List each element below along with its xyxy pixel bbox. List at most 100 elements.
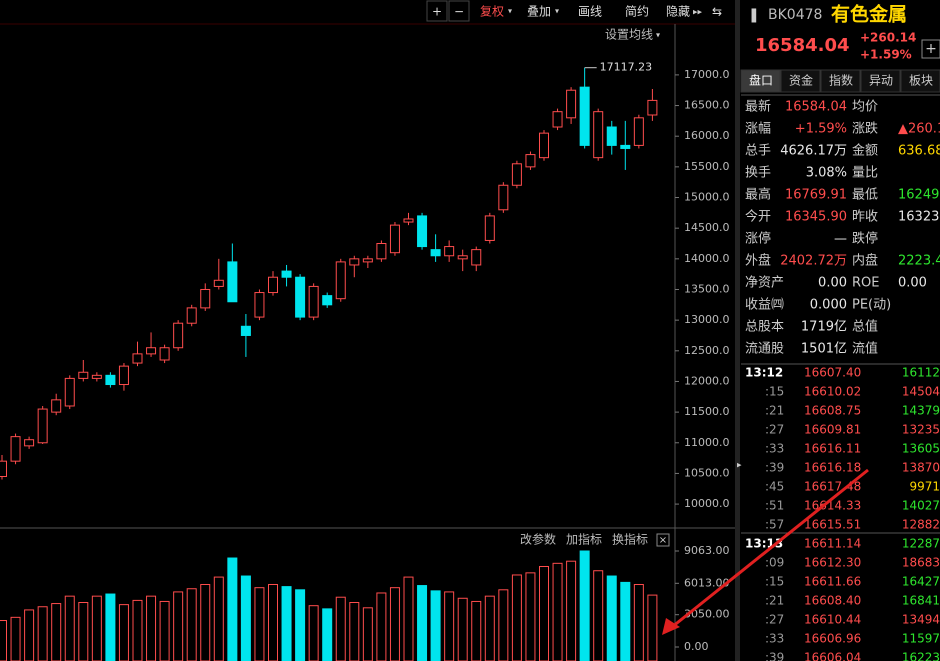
tick-time: :39 — [765, 461, 784, 475]
add-icon[interactable]: + — [925, 41, 937, 57]
tick-price: 16614.33 — [804, 499, 861, 513]
zoom-out[interactable]: − — [454, 5, 464, 19]
toolbar-button[interactable]: 叠加 — [527, 5, 551, 19]
tab[interactable] — [820, 69, 861, 93]
quote-value: 636.68亿 — [898, 144, 940, 159]
volume-bar — [471, 600, 482, 661]
volume-bar — [335, 596, 346, 661]
annotation-arrowhead — [662, 618, 680, 635]
tab[interactable] — [780, 69, 821, 93]
name: 有色金属 — [831, 3, 907, 26]
quote-value: ▲260.14 — [898, 122, 940, 137]
candle-body — [647, 99, 658, 116]
quote-value: 16584.04 — [785, 100, 847, 115]
candle-body — [173, 322, 184, 349]
quote-label: 内盘 — [852, 253, 878, 269]
indicator-button[interactable]: 换指标 — [612, 532, 648, 547]
tab[interactable] — [860, 69, 901, 93]
volume-bar — [308, 605, 319, 661]
splitter-icon[interactable]: ▸ — [737, 461, 742, 471]
add-button[interactable] — [921, 39, 940, 59]
tick-time: :51 — [765, 499, 784, 513]
candle-body — [186, 307, 197, 324]
volume-bar — [24, 609, 35, 661]
ma-setting[interactable]: 设置均线 — [605, 28, 653, 42]
candle-body — [200, 288, 211, 309]
tick-time: :15 — [765, 385, 784, 399]
dropdown-icon[interactable]: ▾ — [555, 7, 559, 16]
tick-price: 16610.44 — [804, 613, 861, 627]
toolbar-button[interactable]: 画线 — [578, 5, 602, 19]
y-tick-label: 15500.0 — [684, 160, 730, 173]
volume-bar — [349, 602, 360, 661]
y-tick-label: 6013.00 — [684, 576, 730, 589]
tick-time: :33 — [765, 632, 784, 646]
tab[interactable] — [740, 69, 781, 93]
tick-volume: 14379 — [902, 404, 940, 418]
volume-bar — [552, 562, 563, 661]
button[interactable] — [448, 0, 470, 22]
y-tick-label: 12500.0 — [684, 344, 730, 357]
candle-body — [511, 163, 522, 186]
tick-price: 16610.02 — [804, 385, 861, 399]
tick-volume: 12882 — [902, 518, 940, 532]
splitter[interactable] — [735, 0, 740, 661]
quote-label: 净资产 — [745, 276, 784, 291]
y-tick-label: 12000.0 — [684, 374, 730, 387]
zoom-in[interactable]: + — [432, 5, 442, 19]
toolbar-icon[interactable]: ⇆ — [712, 5, 722, 19]
toolbar-button[interactable]: 隐藏 — [666, 5, 690, 19]
quote-label: 金额 — [852, 143, 878, 159]
quote-label: 总股本 — [745, 320, 784, 335]
candle-body — [606, 126, 617, 146]
tick-price: 16609.81 — [804, 423, 861, 437]
volume-bar — [64, 595, 75, 661]
back-icon[interactable]: ❚ — [748, 7, 760, 23]
close-button[interactable] — [656, 533, 670, 547]
dropdown-icon[interactable]: ▾ — [508, 7, 512, 16]
tab-label[interactable]: 指数 — [829, 73, 853, 88]
indicator-button[interactable]: 改参数 — [520, 532, 556, 547]
candle-body — [566, 89, 577, 119]
tick-volume: 16427 — [902, 575, 940, 589]
volume-bar — [132, 599, 143, 661]
candle-body — [389, 224, 400, 254]
volume-bar — [498, 589, 509, 661]
toolbar-button[interactable]: 复权 — [480, 5, 504, 19]
y-tick-label: 11500.0 — [684, 405, 730, 418]
tick-time: :33 — [765, 442, 784, 456]
quote-value: — — [834, 232, 847, 247]
quote-header: ❚ BK0478 有色金属 16584.04 +260.14 +1.59% + — [748, 3, 940, 62]
quote-label: 最新 — [745, 99, 771, 115]
tab-label[interactable]: 盘口 — [749, 73, 773, 88]
tick-price: 16608.40 — [804, 594, 861, 608]
candle-body — [240, 325, 251, 336]
tick-price: 16615.51 — [804, 518, 861, 532]
candle-body — [376, 243, 387, 260]
indicator-button[interactable]: 加指标 — [566, 532, 602, 547]
button[interactable] — [426, 0, 448, 22]
toolbar-icon[interactable]: ▸▸ — [693, 8, 703, 18]
change: +260.14 — [860, 31, 916, 45]
close-icon[interactable]: × — [659, 535, 667, 546]
candle-body — [444, 246, 455, 257]
tick-volume: 16112 — [902, 366, 940, 380]
volume-bar — [254, 587, 265, 661]
tick-price: 16607.40 — [804, 366, 861, 380]
tab-label[interactable]: 资金 — [789, 73, 813, 88]
candle-body — [268, 276, 278, 294]
change-pct: +1.59% — [860, 48, 912, 62]
tab-label[interactable]: 异动 — [869, 74, 893, 88]
quote-value: 3.08% — [806, 166, 847, 181]
volume-bar — [295, 589, 306, 661]
tab[interactable] — [900, 69, 940, 93]
tick-volume: 13494 — [902, 613, 940, 627]
toolbar-button[interactable]: 简约 — [625, 4, 649, 19]
quote-label: 总值 — [852, 319, 878, 335]
tab-label[interactable]: 板块 — [909, 74, 933, 88]
volume-bar — [0, 620, 7, 661]
dropdown-icon[interactable]: ▾ — [656, 31, 660, 40]
y-tick-label: 10500.0 — [684, 466, 730, 479]
